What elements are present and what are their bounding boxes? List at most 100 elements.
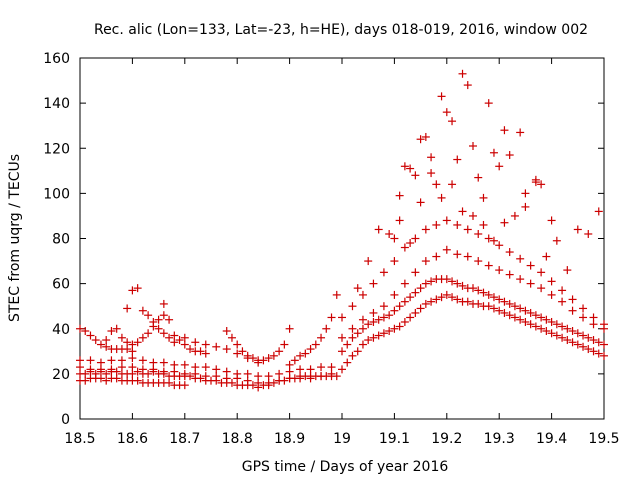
data-point [463, 81, 472, 90]
data-point [285, 360, 294, 369]
data-point [233, 349, 242, 358]
data-point [196, 374, 205, 383]
data-point [96, 358, 105, 367]
data-point [296, 365, 305, 374]
data-point [489, 148, 498, 157]
data-point [102, 376, 111, 385]
y-tick-label: 100 [43, 186, 70, 202]
data-point [516, 254, 525, 263]
data-point [479, 220, 488, 229]
data-point [474, 229, 483, 238]
data-point [568, 327, 577, 336]
data-point [222, 367, 231, 376]
data-point [573, 225, 582, 234]
data-point [154, 324, 163, 333]
data-point [191, 338, 200, 347]
data-point [416, 135, 425, 144]
data-point [442, 245, 451, 254]
data-point [159, 358, 168, 367]
data-point [563, 266, 572, 275]
data-point [505, 248, 514, 257]
y-tick-label: 80 [52, 232, 70, 248]
data-point [222, 374, 231, 383]
data-point [390, 234, 399, 243]
data-point [489, 236, 498, 245]
data-point [453, 220, 462, 229]
data-point [484, 234, 493, 243]
data-point [81, 327, 90, 336]
data-point [385, 229, 394, 238]
data-point [76, 324, 84, 333]
x-axis-label: GPS time / Days of year 2016 [242, 459, 449, 475]
data-point [317, 363, 326, 372]
y-tick-label: 120 [43, 141, 70, 157]
data-point [107, 327, 116, 336]
data-point [495, 162, 504, 171]
data-point [338, 313, 346, 322]
data-point [558, 286, 567, 295]
data-point [516, 275, 525, 284]
data-point [81, 369, 90, 378]
data-point [600, 340, 608, 349]
data-point [474, 299, 483, 308]
data-point [327, 313, 336, 322]
data-point [117, 333, 126, 342]
data-point [416, 198, 425, 207]
data-point [374, 315, 383, 324]
data-point [458, 69, 467, 78]
data-point [149, 358, 158, 367]
data-point [537, 268, 546, 277]
data-point [275, 347, 284, 356]
data-point [547, 329, 556, 338]
data-point [233, 340, 242, 349]
data-point [594, 338, 603, 347]
data-point [395, 302, 404, 311]
x-tick-label: 19 [333, 431, 351, 447]
data-point [406, 239, 415, 248]
data-point [358, 324, 367, 333]
data-point [269, 351, 278, 360]
data-point [317, 372, 326, 381]
data-point [542, 327, 551, 336]
data-point [469, 284, 477, 293]
x-tick-label: 19.4 [536, 431, 567, 447]
data-point [563, 336, 572, 345]
data-point [600, 320, 608, 329]
data-point [552, 320, 561, 329]
data-point [180, 340, 189, 349]
data-point [495, 241, 504, 250]
data-point [369, 308, 378, 317]
y-tick-label: 140 [43, 96, 70, 112]
data-point [212, 372, 221, 381]
data-point [500, 126, 509, 135]
x-tick-label: 18.5 [64, 431, 95, 447]
data-point [112, 367, 121, 376]
data-point [201, 363, 210, 372]
data-point [400, 317, 409, 326]
data-point [589, 313, 598, 322]
y-tick-label: 60 [52, 277, 70, 293]
data-point [374, 331, 383, 340]
data-point [489, 293, 498, 302]
data-point [306, 365, 315, 374]
y-axis-label: STEC from uqrg / TECUs [7, 154, 23, 322]
data-point [573, 329, 582, 338]
data-point [138, 365, 147, 374]
data-point [458, 281, 467, 290]
data-point [154, 315, 163, 324]
data-point [248, 354, 257, 363]
x-tick-label: 18.8 [222, 431, 253, 447]
data-point [170, 338, 179, 347]
data-point [495, 295, 504, 304]
data-point [505, 151, 514, 160]
data-point [411, 288, 420, 297]
data-point [285, 367, 294, 376]
data-point [233, 369, 242, 378]
data-point [338, 347, 346, 356]
data-point [311, 340, 320, 349]
data-point [128, 354, 137, 363]
data-point [144, 369, 153, 378]
data-point [201, 340, 210, 349]
data-point [400, 297, 409, 306]
data-point [96, 374, 105, 383]
